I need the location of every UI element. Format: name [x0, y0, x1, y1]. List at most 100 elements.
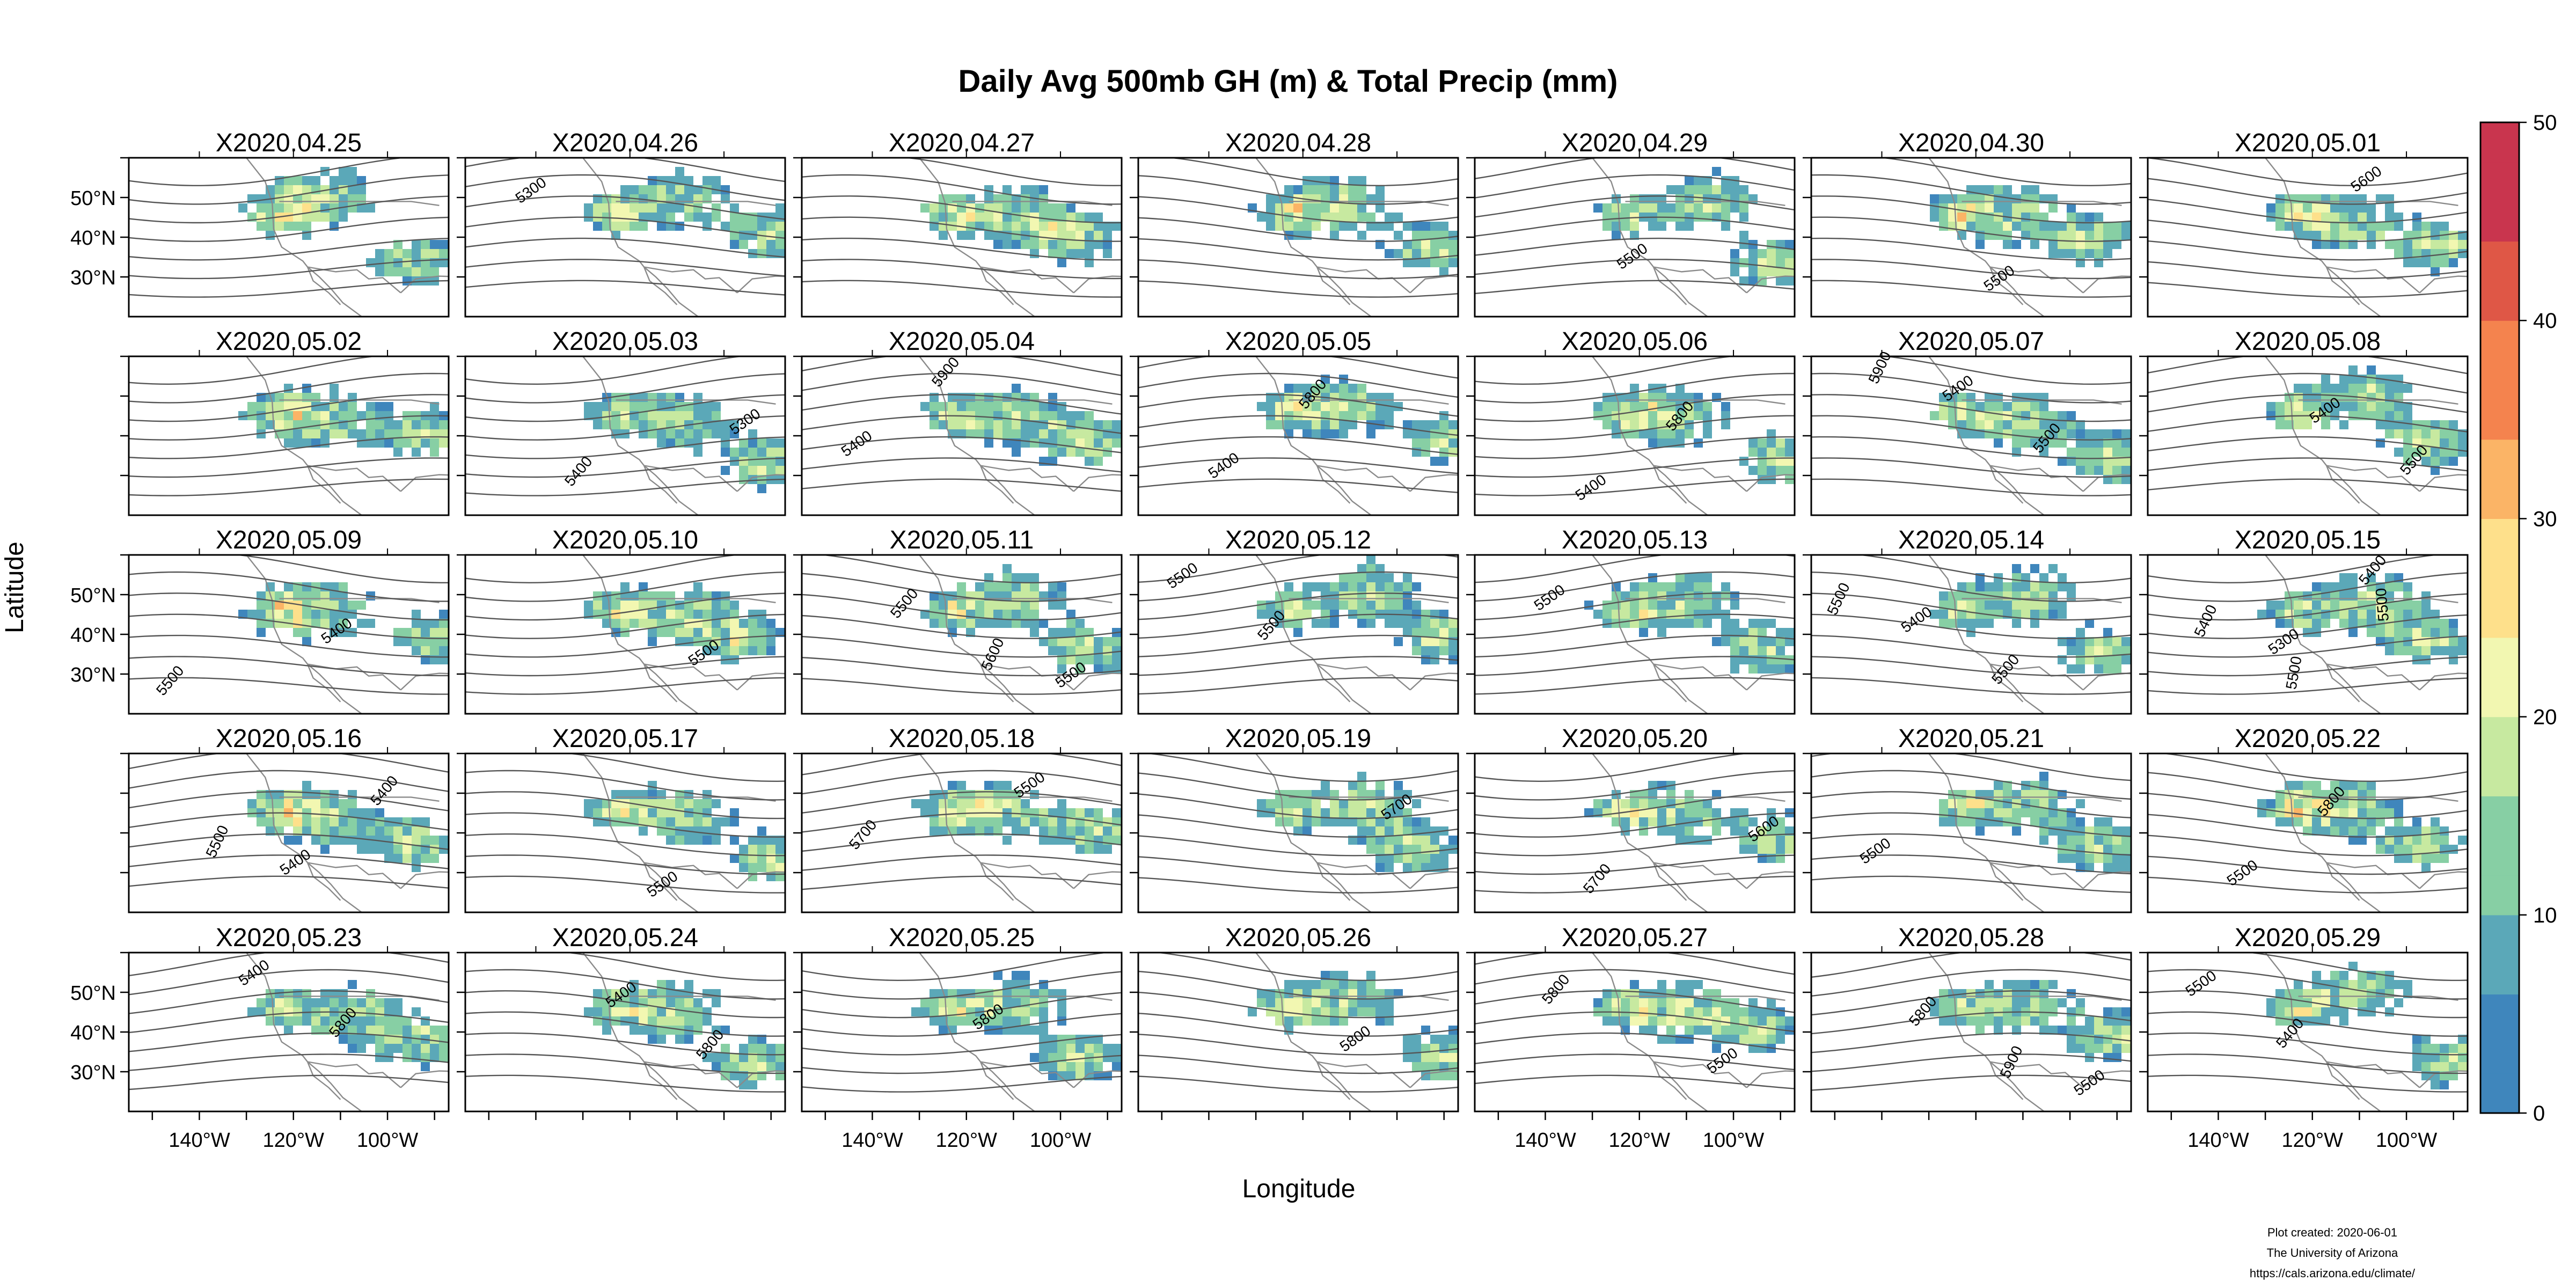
precip-cell: [2103, 222, 2112, 231]
border-line: [1316, 465, 1411, 492]
precip-cell: [2367, 375, 2376, 384]
panel-X2020.05.20: [1475, 753, 1795, 912]
precip-cell: [2303, 998, 2312, 1007]
precip-cell: [2039, 826, 2048, 836]
precip-cell: [2058, 457, 2067, 466]
precip-cell: [1639, 826, 1648, 836]
border-line: [1289, 796, 1449, 802]
border-line: [980, 862, 1074, 889]
precip-cell: [348, 601, 357, 610]
precip-cell: [2339, 808, 2348, 817]
height-contour: [1475, 237, 1795, 256]
height-contour: [1475, 875, 1795, 894]
precip-cell: [993, 203, 1002, 213]
precip-cell: [630, 402, 639, 411]
contour-label: 5500: [1164, 559, 1201, 592]
precip-cell: [1593, 402, 1602, 411]
precip-cell: [1385, 420, 1394, 429]
precip-cell: [1021, 402, 1030, 411]
height-contour: [1475, 753, 1750, 782]
precip-cell: [1730, 998, 1739, 1007]
precip-cell: [1975, 799, 1985, 808]
border-line: [1653, 862, 1747, 889]
border-line: [2419, 672, 2468, 691]
precip-cell: [257, 402, 266, 411]
precip-cell: [2285, 203, 2294, 213]
border-line: [2326, 862, 2420, 889]
precip-cell: [2021, 601, 2030, 610]
precip-cell: [402, 1044, 412, 1053]
precip-cell: [2058, 854, 2067, 863]
precip-cell: [2058, 411, 2067, 420]
precip-cell: [1057, 646, 1066, 655]
precip-cell: [593, 989, 602, 998]
precip-cell: [1021, 1007, 1030, 1016]
precip-cell: [2076, 637, 2085, 646]
precip-cell: [375, 1035, 384, 1044]
precip-cell: [620, 808, 630, 817]
precip-cell: [2131, 826, 2140, 836]
precip-cell: [2030, 231, 2039, 240]
precip-cell: [1394, 826, 1403, 836]
precip-cell: [785, 854, 794, 863]
precip-cell: [2403, 845, 2412, 854]
precip-cell: [2303, 1007, 2312, 1016]
precip-cell: [1357, 826, 1366, 836]
precip-cell: [284, 213, 293, 222]
precip-cell: [1421, 438, 1430, 448]
precip-cell: [1994, 203, 2003, 213]
border-line: [1652, 1062, 1687, 1100]
precip-cell: [1985, 601, 1994, 610]
precip-cell: [1985, 980, 1994, 989]
border-line: [1316, 1062, 1351, 1100]
precip-cell: [1685, 582, 1694, 591]
precip-cell: [2385, 637, 2394, 646]
precip-cell: [2358, 384, 2367, 393]
precip-cell: [1994, 222, 2003, 231]
precip-cell: [1985, 619, 1994, 628]
height-contour: [802, 971, 1122, 1000]
precip-cell: [339, 213, 348, 222]
contour-label: 5800: [1337, 1022, 1374, 1055]
precip-cell: [1112, 429, 1121, 438]
precip-cell: [2275, 222, 2285, 231]
precip-cell: [675, 836, 684, 845]
precip-cell: [1357, 564, 1366, 573]
precip-cell: [1330, 420, 1339, 429]
precip-cell: [2121, 1026, 2131, 1035]
precip-cell: [939, 826, 948, 836]
precip-cell: [1321, 384, 1330, 393]
precip-cell: [1730, 655, 1739, 664]
border-line: [1746, 275, 1795, 294]
precip-cell: [1002, 1007, 1012, 1016]
y-tick-label: 50°N: [70, 584, 116, 607]
precip-cell: [1302, 185, 1312, 194]
height-contour: [465, 174, 785, 201]
precip-cell: [2321, 420, 2330, 429]
precip-cell: [2321, 601, 2330, 610]
precip-cell: [302, 826, 311, 836]
precip-cell: [2266, 601, 2275, 610]
precip-cell: [2421, 845, 2431, 854]
precip-cell: [2385, 573, 2394, 582]
precip-cell: [602, 619, 611, 628]
precip-cell: [1348, 817, 1357, 826]
precip-cell: [384, 854, 393, 863]
precip-cell: [1612, 1016, 1621, 1026]
precip-cell: [1748, 619, 1758, 628]
precip-cell: [2085, 854, 2094, 863]
precip-cell: [1758, 619, 1767, 628]
precip-cell: [1767, 836, 1776, 845]
precip-cell: [2012, 980, 2021, 989]
height-contour: [129, 356, 378, 385]
precip-cell: [2076, 854, 2085, 863]
precip-cell: [266, 231, 275, 240]
precip-cell: [1012, 222, 1021, 231]
precip-cell: [2275, 817, 2285, 826]
precip-cell: [984, 817, 993, 826]
precip-cell: [948, 619, 957, 628]
precip-cell: [2440, 429, 2449, 438]
precip-cell: [2094, 231, 2103, 240]
precip-cell: [2112, 466, 2121, 475]
precip-cell: [1439, 448, 1448, 457]
